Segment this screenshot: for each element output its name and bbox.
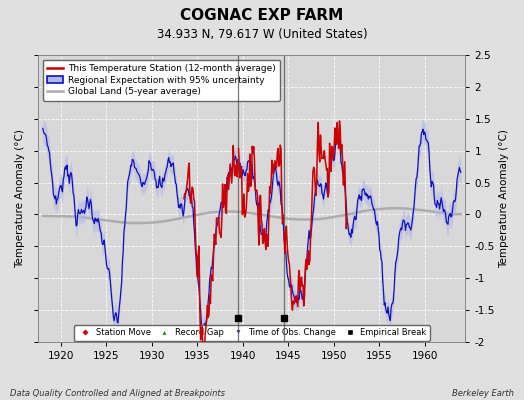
Text: Data Quality Controlled and Aligned at Breakpoints: Data Quality Controlled and Aligned at B…	[10, 389, 225, 398]
Text: COGNAC EXP FARM: COGNAC EXP FARM	[180, 8, 344, 23]
Y-axis label: Temperature Anomaly (°C): Temperature Anomaly (°C)	[15, 129, 25, 268]
Text: Berkeley Earth: Berkeley Earth	[452, 389, 514, 398]
Y-axis label: Temperature Anomaly (°C): Temperature Anomaly (°C)	[499, 129, 509, 268]
Legend: Station Move, Record Gap, Time of Obs. Change, Empirical Break: Station Move, Record Gap, Time of Obs. C…	[74, 325, 430, 341]
Text: 34.933 N, 79.617 W (United States): 34.933 N, 79.617 W (United States)	[157, 28, 367, 41]
